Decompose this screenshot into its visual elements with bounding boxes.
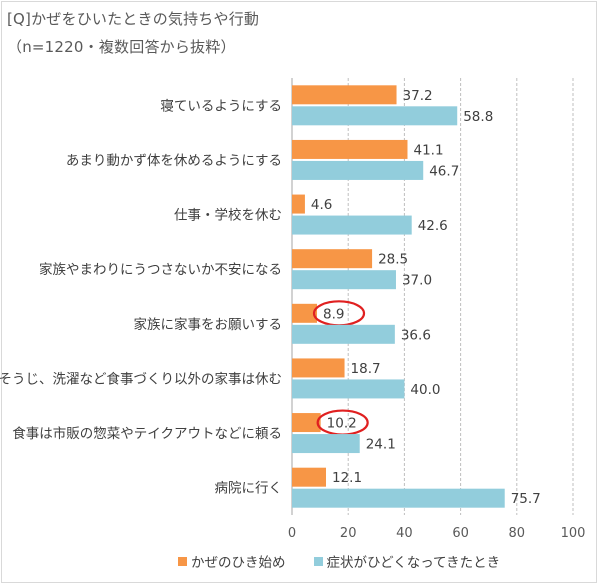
data-label-severe: 75.7 bbox=[511, 491, 541, 507]
legend-item-severe: 症状がひどくなってきたとき bbox=[313, 551, 501, 571]
bar-onset bbox=[292, 303, 318, 323]
bar-severe bbox=[292, 270, 396, 290]
bar-severe bbox=[292, 434, 360, 454]
x-tick-label: 40 bbox=[396, 526, 413, 541]
bar-severe bbox=[292, 488, 505, 508]
bar-severe bbox=[292, 106, 458, 126]
category-label: 仕事・学校を休む bbox=[174, 207, 282, 224]
category-label: 食事は市販の惣菜やテイクアウトなどに頼る bbox=[12, 425, 282, 442]
bar-onset bbox=[292, 249, 373, 269]
x-tick-label: 100 bbox=[561, 526, 586, 541]
bar-severe bbox=[292, 215, 412, 235]
data-label-onset: 8.9 bbox=[323, 306, 344, 322]
x-tick-label: 80 bbox=[509, 526, 526, 541]
legend-label-severe: 症状がひどくなってきたとき bbox=[326, 555, 501, 571]
data-label-severe: 58.8 bbox=[463, 109, 493, 125]
category-label: 家族に家事をお願いする bbox=[134, 316, 283, 333]
category-label: 家族やまわりにうつさないか不安になる bbox=[39, 261, 282, 278]
category-label: 病院に行く bbox=[215, 481, 283, 497]
bar-onset bbox=[292, 467, 327, 487]
chart-title: [Q]かぜをひいたときの気持ちや行動 bbox=[7, 10, 260, 28]
bar-onset bbox=[292, 358, 345, 378]
bar-onset bbox=[292, 85, 397, 105]
x-tick-label: 0 bbox=[288, 526, 296, 541]
data-label-onset: 12.1 bbox=[332, 470, 362, 486]
chart-legend: かぜのひき始め 症状がひどくなってきたとき bbox=[178, 551, 520, 571]
data-label-onset: 10.2 bbox=[327, 416, 357, 432]
data-label-severe: 46.7 bbox=[429, 163, 459, 179]
data-label-onset: 18.7 bbox=[351, 361, 381, 377]
data-label-severe: 36.6 bbox=[401, 327, 431, 343]
data-label-severe: 24.1 bbox=[366, 437, 396, 453]
data-label-severe: 40.0 bbox=[410, 382, 440, 398]
category-label: 寝ているようにする bbox=[160, 97, 282, 114]
bar-onset bbox=[292, 139, 408, 159]
legend-label-onset: かぜのひき始め bbox=[191, 555, 286, 571]
data-label-severe: 42.6 bbox=[418, 218, 448, 234]
x-tick-label: 20 bbox=[340, 526, 357, 541]
bar-severe bbox=[292, 160, 424, 180]
bar-onset bbox=[292, 194, 305, 214]
data-label-onset: 4.6 bbox=[311, 197, 332, 213]
bar-severe bbox=[292, 379, 405, 399]
legend-item-onset: かぜのひき始め bbox=[178, 551, 286, 571]
category-label: あまり動かず体を休めるようにする bbox=[66, 153, 282, 169]
data-label-onset: 37.2 bbox=[403, 88, 433, 104]
bar-severe bbox=[292, 324, 395, 344]
x-tick-label: 60 bbox=[452, 526, 469, 541]
chart-subtitle: （n=1220・複数回答から抜粋） bbox=[7, 38, 236, 56]
bar-onset bbox=[292, 413, 321, 433]
data-label-onset: 28.5 bbox=[378, 252, 408, 268]
category-label: そうじ、洗濯など食事づくり以外の家事は休む bbox=[0, 370, 282, 387]
legend-swatch-onset bbox=[178, 556, 187, 566]
data-label-onset: 41.1 bbox=[413, 142, 443, 158]
data-label-severe: 37.0 bbox=[402, 273, 432, 289]
legend-swatch-severe bbox=[313, 556, 323, 566]
